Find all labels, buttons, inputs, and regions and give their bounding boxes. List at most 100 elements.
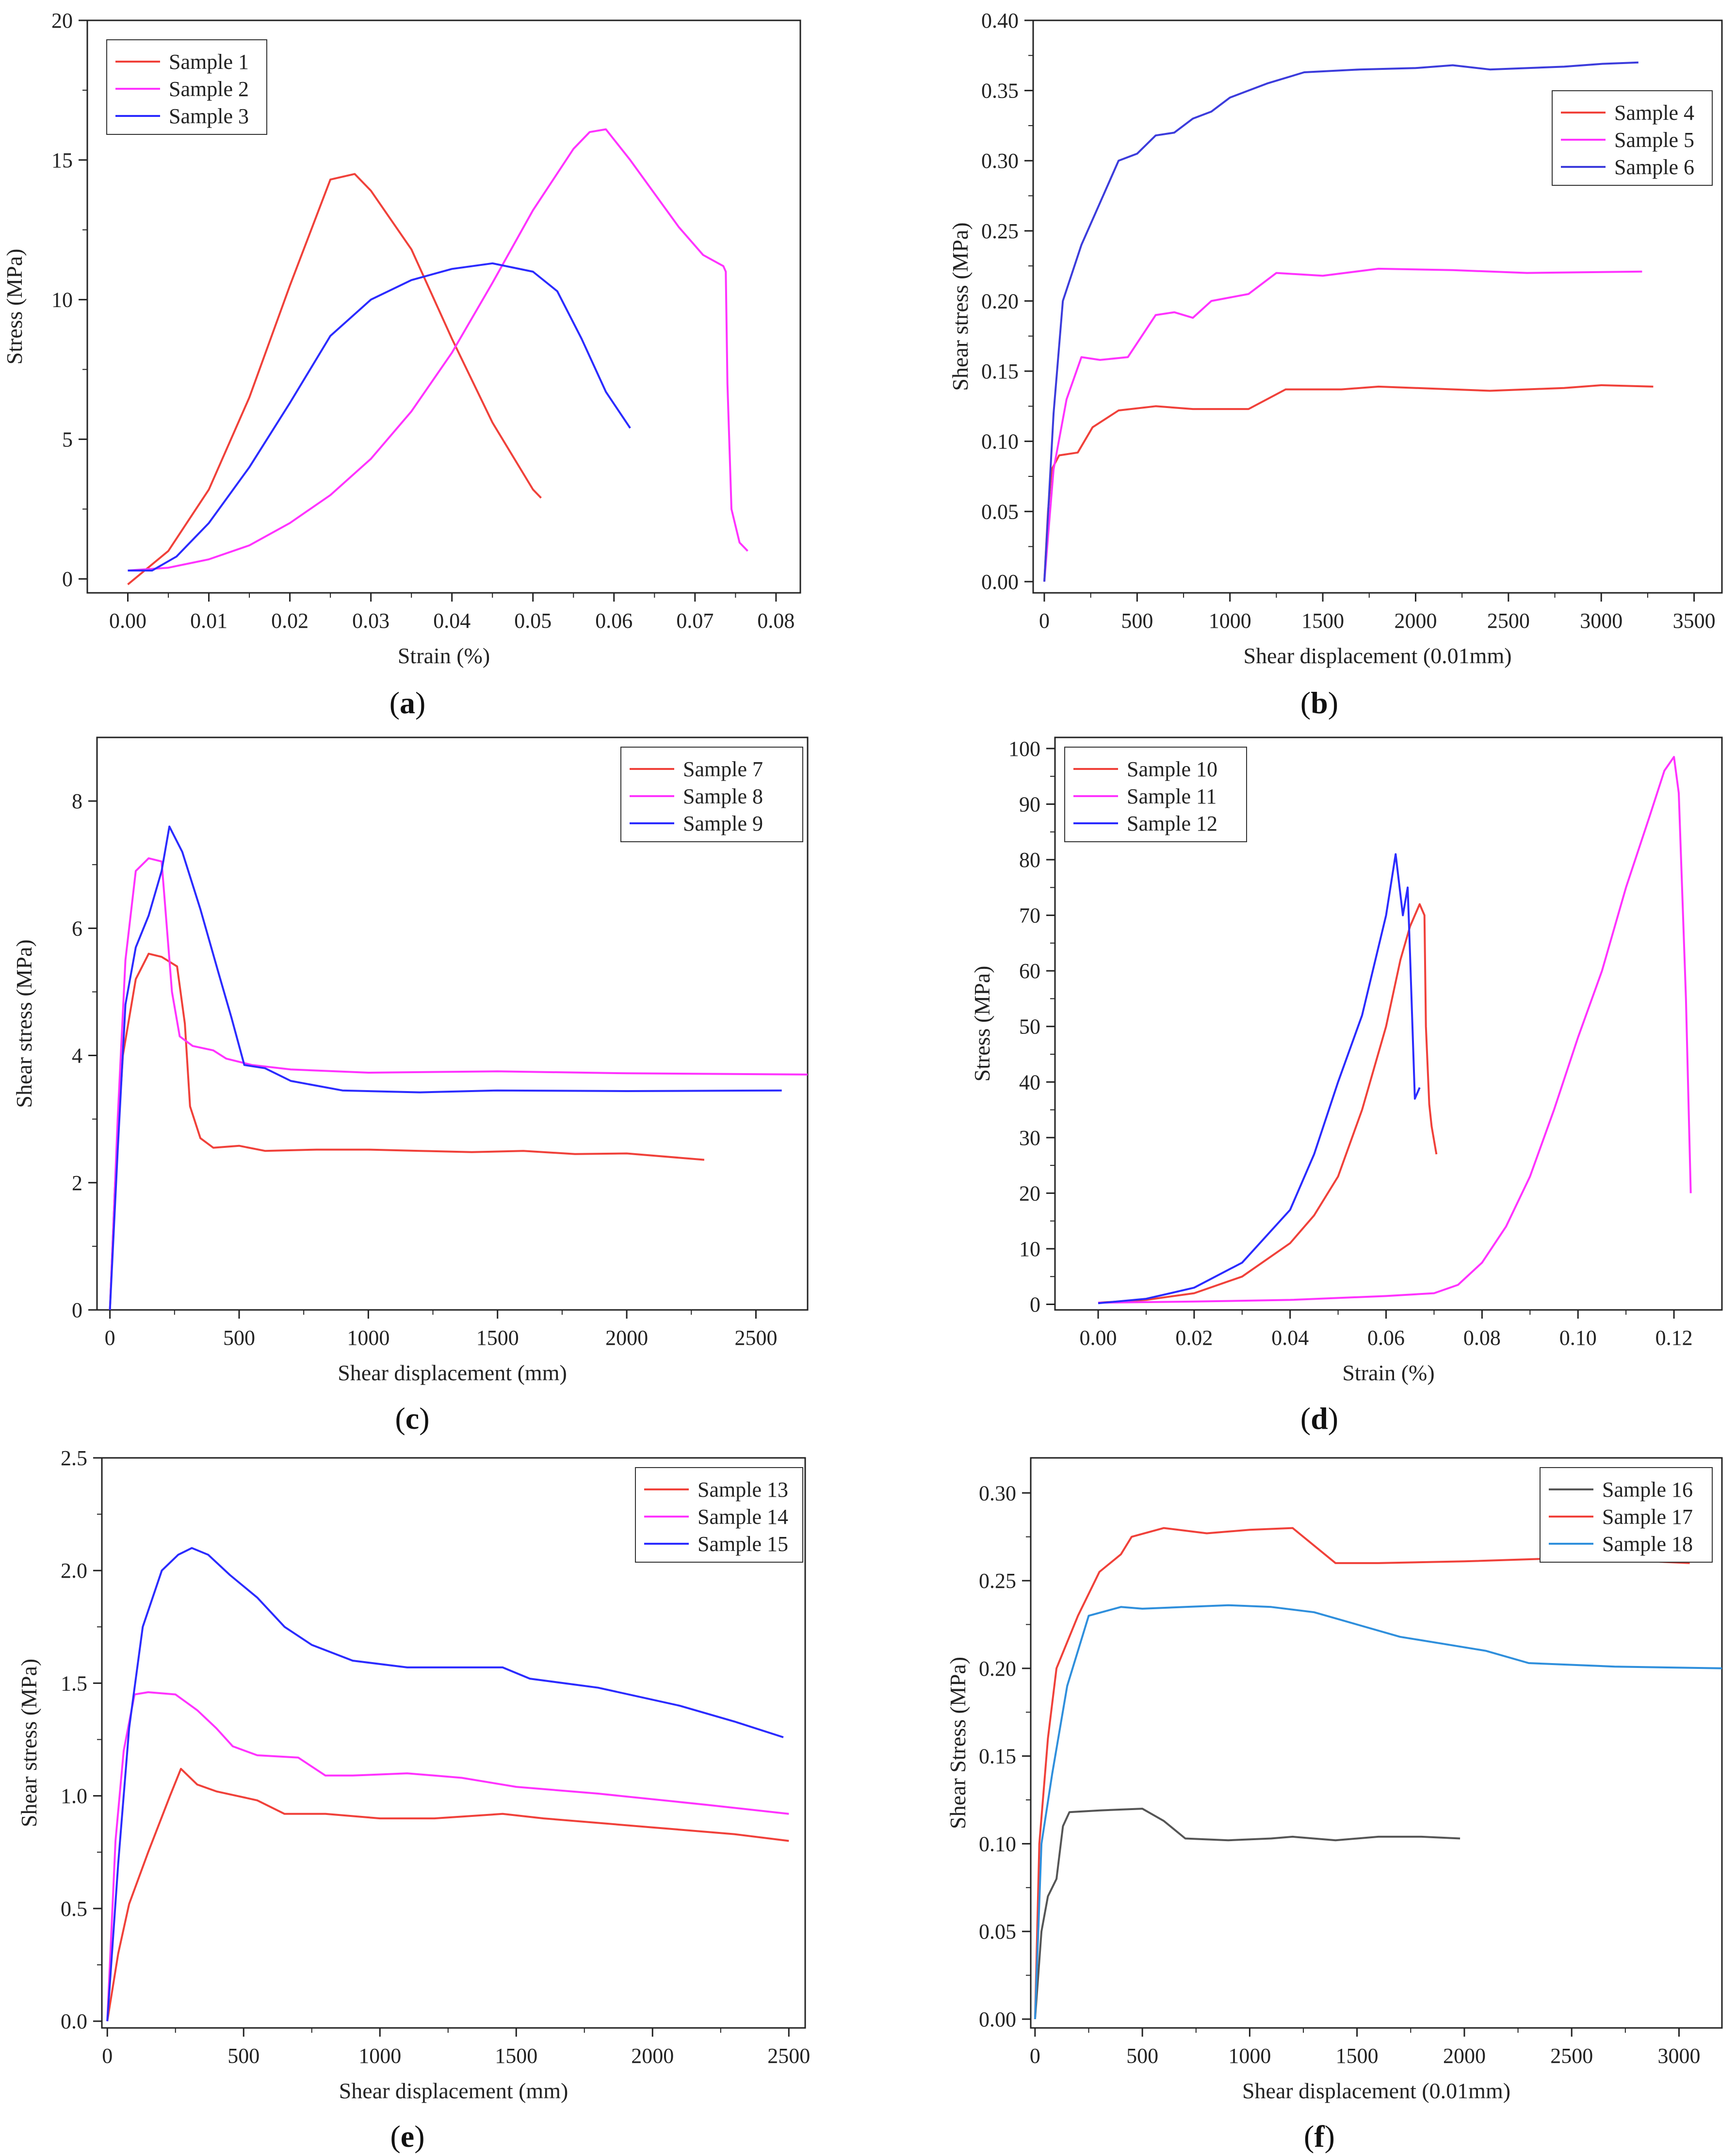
legend-box [1064,747,1247,842]
chart-panel-f: 0 500 1000 1500 2000 2500 3000 0.00 0.05 0.10 0.15… [945,1457,1723,2103]
x-tick-label: 500 [227,2044,260,2068]
y-tick-label: 0.05 [981,500,1019,523]
x-tick-label: 2500 [734,1326,777,1350]
x-tick-label: 2500 [767,2044,810,2068]
legend-label: Sample 17 [1602,1505,1693,1529]
y-tick-label: 50 [1019,1015,1040,1039]
y-tick-label: 60 [1019,959,1040,983]
legend: Sample 13 Sample 14 Sample 15 [635,1467,803,1563]
legend: Sample 10 Sample 11 Sample 12 [1064,747,1247,842]
legend-box [106,39,267,135]
legend-label: Sample 10 [1127,757,1217,781]
plot-frame [1032,19,1723,594]
y-tick-label: 1.5 [61,1671,87,1695]
plot-frame [1030,1457,1723,2029]
x-tick-label: 0.04 [433,609,471,633]
y-tick-label: 0.40 [981,9,1019,33]
chart-panel-c: 0 500 1000 1500 2000 2500 0 2 4 6 8 Shear displacem… [12,736,809,1385]
plot-frame [1054,736,1723,1311]
legend: Sample 1 Sample 2 Sample 3 [106,39,267,135]
legend-label: Sample 14 [698,1505,788,1529]
y-tick-label: 0.00 [981,570,1019,594]
x-tick-label: 1000 [358,2044,401,2068]
series-line-sample-15 [106,1547,784,2022]
legend-label: Sample 8 [683,784,763,808]
y-tick-label: 1.0 [61,1784,87,1808]
x-axis-title: Strain (%) [1342,1360,1434,1385]
x-tick-label: 0.12 [1655,1326,1693,1350]
y-tick-label: 0.10 [981,430,1019,454]
legend-label: Sample 2 [169,77,249,101]
legend-label: Sample 11 [1127,784,1217,808]
x-tick-label: 1000 [1209,609,1251,633]
series-line-sample-14 [106,1691,789,2022]
x-tick-label: 0 [102,2044,113,2068]
chart-panel-d: 0.00 0.02 0.04 0.06 0.08 0.10 0.12 0 10 20 30 40 50 6… [970,736,1723,1385]
y-tick-label: 10 [51,288,73,312]
y-axis-title: Shear stress (MPa) [948,222,973,391]
x-tick-label: 0.10 [1559,1326,1597,1350]
x-tick-label: 0 [1039,609,1050,633]
plot-frame [101,1457,806,2029]
x-tick-label: 3000 [1657,2044,1700,2068]
x-tick-label: 0.02 [271,609,308,633]
panel-label: (a) [389,686,426,720]
plot-frame [96,736,809,1311]
series-line-sample-8 [109,857,808,1310]
series-line-sample-18 [1034,1604,1722,2019]
legend-label: Sample 6 [1614,155,1694,179]
y-tick-label: 10 [1019,1237,1040,1261]
y-tick-label: 2 [72,1171,82,1195]
y-tick-label: 5 [62,427,73,451]
legend-label: Sample 1 [169,50,249,74]
panel-label: (c) [395,1401,429,1436]
y-tick-label: 0.15 [981,359,1019,383]
legend-box [1540,1467,1713,1563]
chart-panel-b: 0 500 1000 1500 2000 2500 3000 3500 0.00 0.05 0.10… [948,9,1723,668]
legend-box [620,747,803,842]
x-tick-label: 1500 [476,1326,519,1350]
legend-label: Sample 16 [1602,1478,1693,1502]
legend: Sample 16 Sample 17 Sample 18 [1540,1467,1713,1563]
y-tick-label: 0.15 [979,1745,1016,1768]
y-tick-label: 0.05 [979,1920,1016,1944]
y-tick-label: 4 [72,1044,82,1068]
legend: Sample 7 Sample 8 Sample 9 [620,747,803,842]
y-tick-label: 70 [1019,904,1040,928]
y-tick-label: 100 [1008,737,1040,761]
y-tick-label: 0 [62,567,73,591]
series-line-sample-2 [128,128,748,572]
y-tick-label: 90 [1019,792,1040,816]
series-line-sample-16 [1034,1808,1460,2020]
series-line-sample-11 [1098,756,1692,1304]
x-tick-label: 1000 [1228,2044,1271,2068]
x-tick-label: 1500 [495,2044,537,2068]
x-tick-label: 2500 [1550,2044,1593,2068]
y-tick-label: 0.30 [981,149,1019,173]
legend-label: Sample 9 [683,812,763,835]
x-tick-label: 0.00 [109,609,146,633]
series-line-sample-9 [109,825,782,1310]
legend-box [635,1467,803,1563]
y-tick-label: 0 [1030,1293,1040,1317]
y-tick-label: 6 [72,916,82,940]
legend-box [1552,90,1713,186]
panel-label: (e) [390,2119,424,2154]
x-tick-label: 0.00 [1080,1326,1117,1350]
x-tick-label: 0.05 [514,609,552,633]
y-tick-label: 2.0 [61,1559,87,1583]
x-tick-label: 3000 [1580,609,1622,633]
x-axis-title: Strain (%) [398,643,490,668]
x-tick-label: 0.04 [1271,1326,1309,1350]
x-tick-label: 500 [1121,609,1153,633]
series-line-sample-1 [127,173,542,586]
series-line-sample-12 [1098,853,1421,1305]
x-tick-label: 0.07 [676,609,714,633]
legend: Sample 4 Sample 5 Sample 6 [1552,90,1713,186]
y-tick-label: 0.10 [979,1832,1016,1856]
x-tick-label: 2000 [631,2044,674,2068]
x-tick-label: 0.08 [1463,1326,1501,1350]
y-tick-label: 0.5 [61,1897,87,1921]
y-axis-title: Stress (MPa) [2,249,27,365]
y-tick-label: 0.0 [61,2009,87,2033]
